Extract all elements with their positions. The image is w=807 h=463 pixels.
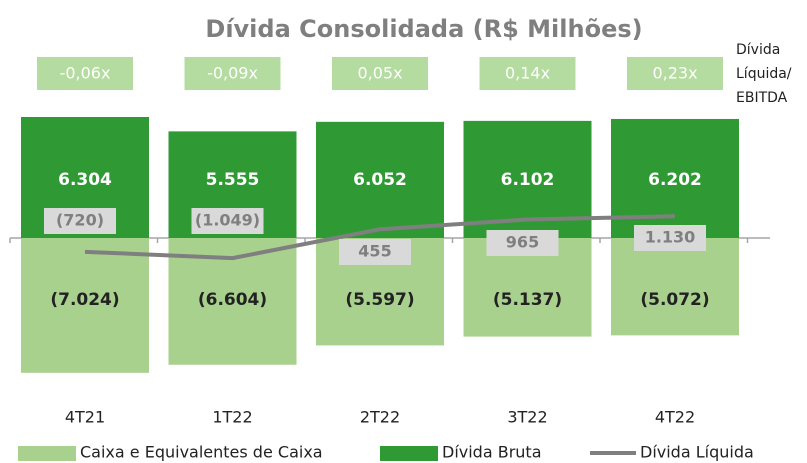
x-tick-label: 4T22 [655, 408, 695, 427]
ratio-label-value: 0,14x [505, 64, 550, 83]
ratio-box [627, 57, 723, 90]
x-tick-label: 1T22 [212, 408, 252, 427]
bar [316, 121, 444, 238]
line-label-box [191, 208, 264, 234]
ratio-box [37, 57, 133, 90]
line-label-box [634, 225, 706, 251]
bar-value-label: (7.024) [50, 290, 119, 310]
line-value-label: 965 [506, 233, 539, 252]
bar-value-label: 6.102 [501, 170, 555, 190]
chart-title: Dívida Consolidada (R$ Milhões) [205, 15, 642, 43]
line-label-box [486, 230, 559, 256]
bar-value-label: (6.604) [198, 290, 267, 310]
legend-swatch [380, 446, 438, 461]
line-value-label: (720) [56, 211, 104, 230]
bar-value-label: 6.202 [648, 170, 702, 190]
legend-label: Dívida Líquida [640, 443, 754, 462]
bar [21, 238, 149, 373]
ratio-box [332, 57, 428, 90]
ratio-label-value: 0,23x [652, 64, 697, 83]
bar-value-label: 6.304 [58, 170, 112, 190]
line-label-box [44, 208, 116, 234]
ratio-box [184, 57, 281, 90]
ratio-label-value: 0,05x [357, 64, 402, 83]
legend-label: Caixa e Equivalentes de Caixa [80, 443, 323, 462]
line-value-label: 1.130 [645, 228, 696, 247]
bar-value-label: (5.597) [345, 290, 414, 310]
bar-value-label: (5.137) [493, 290, 562, 310]
ratio-label-value: -0,06x [60, 64, 111, 83]
ratio-label-value: -0,09x [207, 64, 258, 83]
x-tick-label: 3T22 [507, 408, 547, 427]
bar [611, 238, 739, 336]
bar-value-label: (5.072) [640, 290, 709, 310]
legend-swatch [18, 446, 76, 461]
legend-label: Dívida Bruta [442, 443, 542, 462]
x-tick-label: 2T22 [360, 408, 400, 427]
ratio-label: Líquida/ [736, 66, 792, 82]
x-tick-label: 4T21 [65, 408, 105, 427]
ratio-label: EBITDA [736, 90, 788, 106]
bar-value-label: 6.052 [353, 170, 407, 190]
line-label-box [339, 239, 411, 265]
bar-value-label: 5.555 [206, 170, 260, 190]
ratio-label: Dívida [736, 42, 780, 58]
line-value-label: (1.049) [195, 211, 260, 230]
line [84, 214, 676, 261]
line-value-label: 455 [358, 242, 391, 261]
ratio-box [479, 57, 576, 90]
